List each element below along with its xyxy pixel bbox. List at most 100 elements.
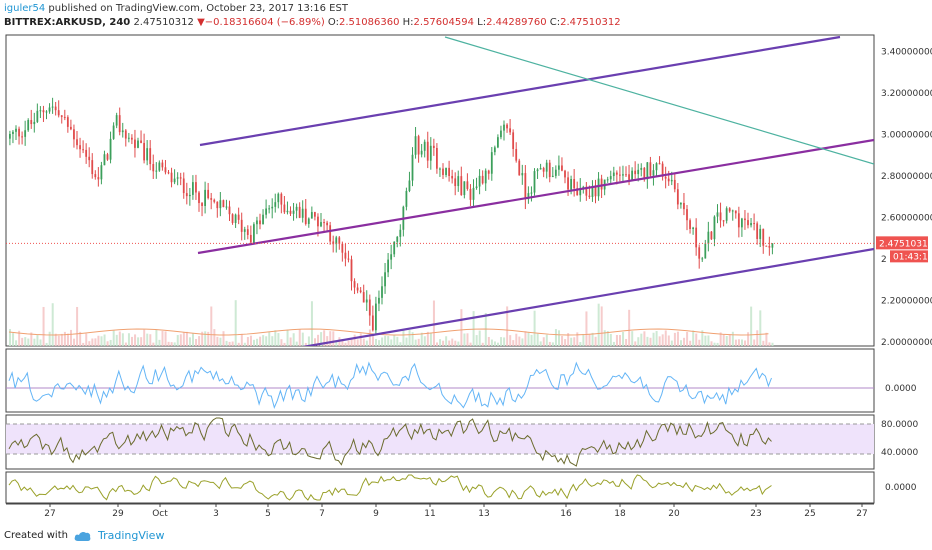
candle-body: [94, 174, 97, 178]
open-label: O:: [327, 17, 339, 28]
volume-bar: [307, 336, 310, 346]
volume-bar: [414, 339, 417, 346]
candle-body: [619, 174, 621, 176]
author-link[interactable]: iguler54: [4, 3, 46, 14]
volume-bar: [277, 333, 280, 346]
trend-line[interactable]: [444, 36, 874, 165]
volume-bar: [66, 333, 69, 346]
volume-bar: [680, 340, 682, 346]
volume-bar: [731, 331, 734, 346]
volume-bar: [127, 333, 130, 346]
tradingview-brand[interactable]: TradingView: [97, 529, 165, 542]
close-value: 2.47510312: [560, 17, 621, 28]
candle-body: [673, 179, 676, 190]
candle-body: [695, 227, 698, 248]
countdown-tag-label: 01:43:15: [893, 252, 932, 262]
osc3-tick-label: 0.0000: [885, 483, 917, 493]
candle-body: [744, 218, 746, 221]
volume-bar: [109, 339, 112, 346]
volume-bar: [692, 330, 695, 346]
candle-body: [228, 206, 231, 215]
candle-body: [362, 292, 365, 303]
time-tick-label: 3: [213, 509, 219, 519]
candle-body: [33, 121, 36, 125]
channel-middle-line[interactable]: [197, 138, 874, 255]
volume-bar: [551, 342, 554, 346]
channel-upper-line[interactable]: [199, 35, 841, 147]
volume-bar: [204, 331, 207, 346]
volume-bar: [368, 329, 371, 346]
candle-body: [576, 188, 579, 196]
volume-bar: [249, 335, 252, 346]
candle-body: [481, 175, 484, 184]
osc1-line: [8, 361, 772, 410]
volume-bar: [317, 334, 320, 346]
channel-lower-line[interactable]: [285, 247, 874, 350]
candle-body: [216, 201, 219, 209]
volume-bar: [283, 342, 286, 346]
candle-body: [222, 200, 225, 208]
volume-bar: [591, 332, 594, 346]
price-tick-label: 2.80000000: [881, 172, 932, 182]
candle-body: [164, 167, 167, 173]
volume-bar: [91, 338, 94, 346]
candle-body: [420, 150, 423, 155]
volume-bar: [192, 333, 194, 346]
volume-bar: [42, 306, 45, 346]
candle-body: [384, 272, 386, 287]
candle-body: [762, 228, 765, 246]
volume-bar: [673, 332, 676, 346]
volume-bar: [509, 335, 512, 346]
candle-body: [295, 206, 298, 211]
volume-bar: [695, 333, 698, 346]
candle-body: [588, 195, 591, 197]
candle-body: [533, 171, 536, 193]
osc3-line: [8, 474, 772, 501]
rsi-band: [6, 424, 874, 454]
candle-body: [70, 126, 72, 130]
volume-bar: [457, 341, 460, 346]
candle-body: [722, 220, 725, 222]
candle-body: [237, 214, 240, 220]
price-change: −0.18316604 (−6.89%): [204, 17, 325, 28]
candle-body: [411, 154, 414, 181]
candle-body: [518, 160, 521, 176]
volume-bar: [179, 334, 182, 346]
candle-body: [622, 174, 624, 176]
candle-body: [179, 177, 182, 179]
candle-body: [30, 120, 33, 125]
candle-body: [408, 180, 411, 191]
candle-body: [405, 190, 408, 207]
volume-bar: [195, 338, 198, 346]
current-price-tag: [876, 236, 928, 250]
volume-bar: [716, 342, 719, 346]
candle-body: [646, 162, 649, 180]
candle-body: [198, 192, 200, 204]
candle-body: [429, 145, 432, 161]
candle-body: [457, 176, 460, 187]
volume-bar: [155, 329, 158, 346]
current-price-tag-label: 2.47510312: [879, 239, 932, 249]
candle-body: [274, 202, 277, 207]
time-tick-label: 11: [424, 509, 435, 519]
volume-bar: [167, 341, 170, 346]
candle-body: [121, 130, 124, 133]
candle-body: [304, 208, 307, 224]
volume-bar: [737, 339, 740, 346]
last-price: 2.47510312: [133, 17, 194, 28]
volume-bar: [619, 335, 621, 346]
candle-body: [689, 220, 691, 229]
volume-bar: [597, 303, 600, 346]
candle-body: [524, 173, 527, 200]
volume-bar: [118, 331, 121, 346]
volume-bar: [335, 341, 338, 346]
candle-body: [704, 243, 707, 259]
volume-bar: [533, 310, 536, 346]
volume-bar: [140, 337, 143, 346]
volume-bar: [426, 331, 429, 346]
candle-body: [497, 137, 499, 148]
candle-body: [283, 204, 286, 213]
volume-bar: [756, 330, 759, 346]
